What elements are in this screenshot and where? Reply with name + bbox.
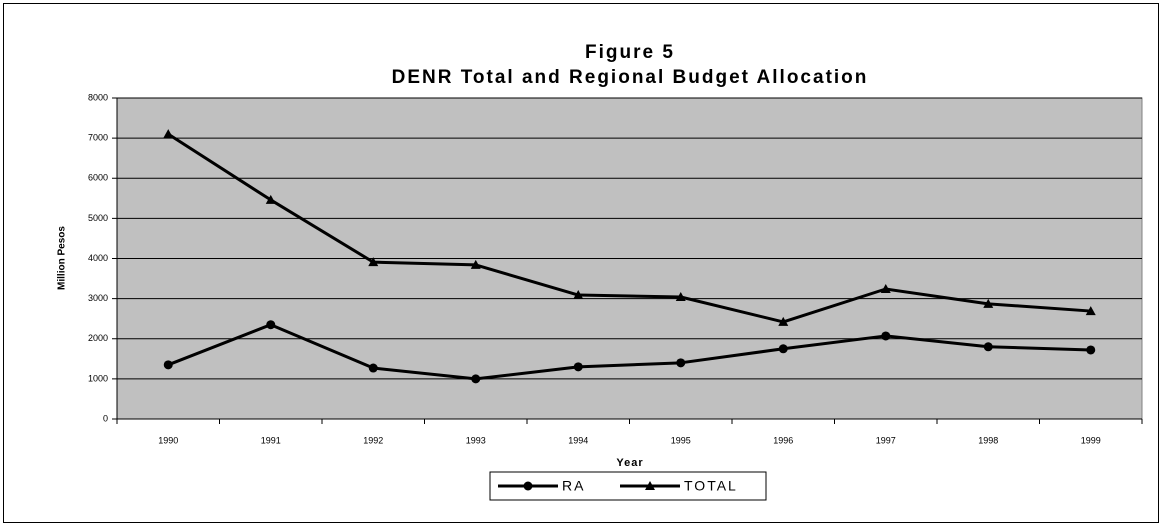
marker [676,358,686,368]
x-tick-label: 1993 [466,435,486,445]
x-tick-label: 1995 [671,435,691,445]
y-tick-label: 1000 [88,373,108,383]
marker [675,292,686,302]
legend: RA TOTAL [489,471,767,501]
x-axis-label: Year [616,457,643,469]
series-line [167,323,1091,381]
y-tick-label: 5000 [88,213,108,223]
x-tick-label: 1997 [876,435,896,445]
y-tick-label: 4000 [88,253,108,263]
marker [573,362,583,372]
marker [778,316,789,326]
y-tick-label: 6000 [88,173,108,183]
legend-marker [523,481,533,491]
y-tick-label: 7000 [88,133,108,143]
x-tick-label: 1998 [978,435,998,445]
chart-subtitle: DENR Total and Regional Budget Allocatio… [392,67,869,88]
x-tick-label: 1999 [1081,435,1101,445]
x-tick-label: 1996 [773,435,793,445]
x-tick-label: 1990 [158,435,178,445]
y-tick-label: 8000 [88,92,108,102]
chart-title: Figure 5 [585,42,675,63]
x-tick-label: 1991 [261,435,281,445]
y-tick-label: 3000 [88,293,108,303]
marker [881,331,891,341]
marker [368,257,379,267]
y-axis-label: Million Pesos [57,226,68,290]
marker [163,129,174,139]
y-tick-label: 0 [103,413,108,423]
marker [778,344,788,354]
marker [1086,345,1096,355]
marker [470,259,481,269]
marker [983,342,993,352]
marker [471,374,481,384]
legend-label: TOTAL [684,478,738,494]
legend-label: RA [562,478,585,494]
marker [573,290,584,300]
marker [265,194,276,204]
x-tick-label: 1994 [568,435,588,445]
legend-marker [645,481,655,490]
y-tick-label: 2000 [88,333,108,343]
marker [368,363,378,373]
marker [1085,306,1096,316]
marker [983,298,994,308]
series-line [167,132,1091,324]
marker [266,320,276,330]
marker [880,283,891,293]
x-tick-label: 1992 [363,435,383,445]
marker [163,360,173,370]
